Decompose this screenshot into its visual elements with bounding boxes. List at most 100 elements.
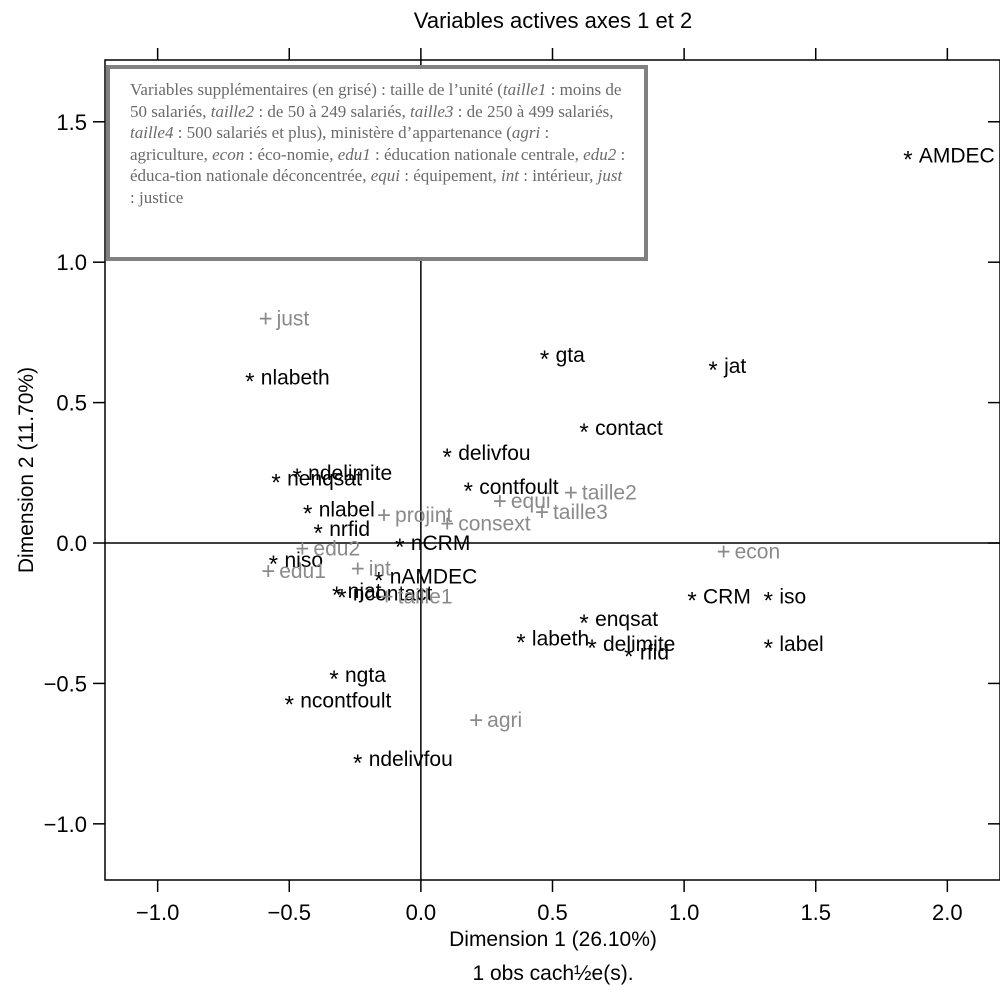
active-point-marker: * — [764, 587, 773, 614]
supplementary-point-label: edu2 — [313, 538, 360, 561]
active-point-marker: * — [443, 444, 452, 471]
x-tick-label: −0.5 — [268, 900, 311, 925]
supplementary-point-label: agri — [487, 709, 522, 732]
active-point-marker: * — [587, 635, 596, 662]
note-text: : moins de 50 salariés, — [130, 80, 622, 121]
x-tick-label: 1.5 — [800, 900, 831, 925]
note-key-just: just — [597, 166, 623, 186]
active-point-label: delivfou — [458, 442, 530, 465]
active-point-label: labeth — [532, 627, 589, 650]
active-point-label: contact — [595, 417, 663, 440]
active-point-label: njat — [348, 580, 382, 603]
active-point-marker: * — [464, 478, 473, 505]
active-point-label: nAMDEC — [390, 566, 478, 589]
active-point-label: ncontact — [353, 583, 433, 606]
supplementary-point-marker: + — [295, 536, 309, 563]
active-point-label: label — [779, 633, 823, 656]
note-text: : équipement, — [400, 166, 502, 186]
active-point-label: nlabel — [319, 498, 375, 521]
note-key-taille1: taille1 — [502, 80, 547, 99]
active-point-label: rfid — [640, 642, 669, 665]
active-point-label: ndelivfou — [369, 748, 453, 771]
supplementary-variables-note: Variables supplémentaires (en grisé) : t… — [106, 65, 648, 261]
supplementary-point-marker: + — [351, 555, 365, 582]
supplementary-point-marker: + — [259, 305, 273, 332]
supplementary-point-label: projint — [395, 504, 452, 527]
active-point-marker: * — [395, 534, 404, 561]
supplementary-point-label: equi — [511, 490, 551, 513]
active-point-marker: * — [764, 635, 773, 662]
y-axis-ticks: −1.0 −0.5 0.0 0.5 1.0 1.5 — [44, 110, 1000, 837]
active-point-label: ncontfoult — [300, 689, 391, 712]
note-key-taille3: taille3 — [409, 101, 454, 121]
chart-title: Variables actives axes 1 et 2 — [414, 8, 692, 33]
active-point-marker: * — [579, 419, 588, 446]
supplementary-point-marker: + — [469, 707, 483, 734]
supplementary-point-label: econ — [735, 540, 781, 563]
y-tick-label: 0.5 — [56, 391, 87, 416]
active-point-marker: * — [303, 500, 312, 527]
supplementary-point-marker: + — [380, 583, 394, 610]
note-key-int: int — [501, 166, 519, 186]
active-point-marker: * — [516, 629, 525, 656]
supplementary-point-marker: + — [717, 538, 731, 565]
active-point-marker: * — [314, 520, 323, 547]
active-point-marker: * — [329, 666, 338, 693]
note-key-edu2: edu2 — [583, 144, 617, 164]
x-tick-label: 1.0 — [669, 900, 700, 925]
active-point-marker: * — [374, 568, 383, 595]
x-axis-ticks: −1.0 −0.5 0.0 0.5 1.0 1.5 2.0 — [136, 48, 963, 925]
x-tick-label: 2.0 — [932, 900, 963, 925]
active-point-label: enqsat — [595, 608, 658, 631]
note-text: : justice — [130, 187, 184, 207]
y-axis-label: Dimension 2 (11.70%) — [15, 367, 38, 573]
active-point-label: iso — [779, 585, 806, 608]
note-key-agri: agri — [511, 123, 541, 143]
supplementary-point-marker: + — [377, 502, 391, 529]
active-point-label: CRM — [703, 585, 751, 608]
active-point-marker: * — [245, 368, 254, 395]
active-point-marker: * — [624, 644, 633, 671]
active-point-label: jat — [723, 355, 746, 378]
y-tick-label: 1.0 — [56, 250, 87, 275]
note-text: : intérieur, — [518, 166, 598, 186]
y-tick-label: −1.0 — [44, 812, 87, 837]
y-tick-label: 1.5 — [56, 110, 87, 135]
active-point-label: delimite — [603, 633, 675, 656]
active-point-label: nrfid — [329, 518, 370, 541]
note-key-taille2: taille2 — [210, 101, 255, 121]
active-point-marker: * — [903, 146, 912, 173]
active-point-label: nCRM — [411, 532, 471, 555]
supplementary-point-marker: + — [261, 558, 275, 585]
x-tick-label: 0.5 — [537, 900, 568, 925]
y-tick-label: 0.0 — [56, 531, 87, 556]
note-key-edu1: edu1 — [337, 144, 371, 164]
active-point-label: nlabeth — [261, 366, 330, 389]
note-text: : 500 salariés et plus), ministère d’app… — [173, 123, 512, 143]
supplementary-point-label: consext — [458, 512, 531, 535]
active-point-marker: * — [269, 551, 278, 578]
active-point-label: contfoult — [479, 476, 559, 499]
note-key-econ: econ — [212, 144, 245, 164]
x-tick-label: 0.0 — [406, 900, 437, 925]
supplementary-point-label: edu1 — [279, 560, 326, 583]
data-points: * AMDEC * jat * gta * nlabeth * contact * delivfou *… — [245, 144, 995, 777]
supplementary-point-marker: + — [535, 499, 549, 526]
note-key-equi: equi — [370, 166, 400, 186]
active-point-marker: * — [292, 464, 301, 491]
x-axis-label: Dimension 1 (26.10%) — [449, 928, 657, 951]
supplementary-point-label: taille3 — [553, 501, 608, 524]
active-point-marker: * — [687, 587, 696, 614]
note-text: : éduca-tion nationale déconcentrée, — [130, 144, 626, 186]
chart-footnote: 1 obs cach½e(s). — [472, 962, 633, 985]
supplementary-point-label: int — [369, 557, 391, 580]
note-text: : de 250 à 499 salariés, — [453, 101, 614, 121]
note-text: : de 50 à 249 salariés, — [254, 101, 410, 121]
note-key-taille4: taille4 — [130, 123, 174, 143]
supplementary-point-label: taille1 — [398, 585, 453, 608]
y-tick-label: −0.5 — [44, 671, 87, 696]
supplementary-point-marker: + — [440, 510, 454, 537]
active-point-marker: * — [285, 691, 294, 718]
note-text: : éco-nomie, — [244, 144, 338, 164]
active-point-marker: * — [708, 357, 717, 384]
